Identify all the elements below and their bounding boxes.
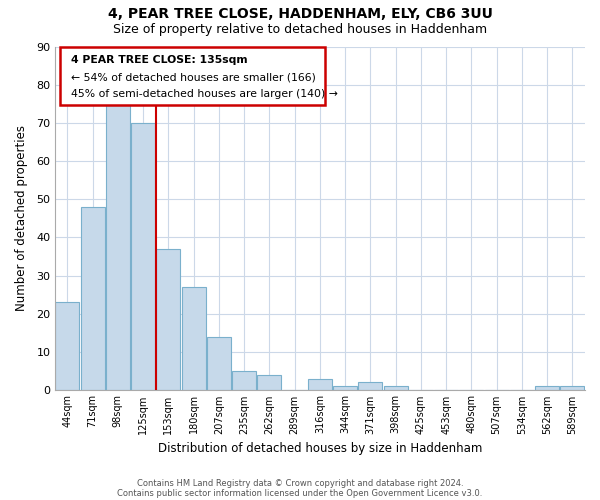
Bar	[383, 386, 407, 390]
Text: ← 54% of detached houses are smaller (166): ← 54% of detached houses are smaller (16…	[71, 72, 316, 83]
Bar	[358, 382, 382, 390]
Bar	[80, 207, 104, 390]
Y-axis label: Number of detached properties: Number of detached properties	[15, 126, 28, 312]
Bar	[232, 371, 256, 390]
Bar	[560, 386, 584, 390]
Bar	[308, 378, 332, 390]
Text: 4 PEAR TREE CLOSE: 135sqm: 4 PEAR TREE CLOSE: 135sqm	[71, 55, 247, 65]
Bar	[333, 386, 357, 390]
Text: 45% of semi-detached houses are larger (140) →: 45% of semi-detached houses are larger (…	[71, 90, 337, 100]
Bar	[106, 104, 130, 390]
Bar	[257, 375, 281, 390]
Bar	[207, 336, 231, 390]
Bar	[131, 123, 155, 390]
Text: Contains public sector information licensed under the Open Government Licence v3: Contains public sector information licen…	[118, 488, 482, 498]
Bar	[182, 287, 206, 390]
Text: 4, PEAR TREE CLOSE, HADDENHAM, ELY, CB6 3UU: 4, PEAR TREE CLOSE, HADDENHAM, ELY, CB6 …	[107, 8, 493, 22]
Bar	[156, 249, 180, 390]
Bar	[55, 302, 79, 390]
FancyBboxPatch shape	[60, 46, 325, 105]
Bar	[535, 386, 559, 390]
Text: Size of property relative to detached houses in Haddenham: Size of property relative to detached ho…	[113, 22, 487, 36]
X-axis label: Distribution of detached houses by size in Haddenham: Distribution of detached houses by size …	[158, 442, 482, 455]
Text: Contains HM Land Registry data © Crown copyright and database right 2024.: Contains HM Land Registry data © Crown c…	[137, 478, 463, 488]
